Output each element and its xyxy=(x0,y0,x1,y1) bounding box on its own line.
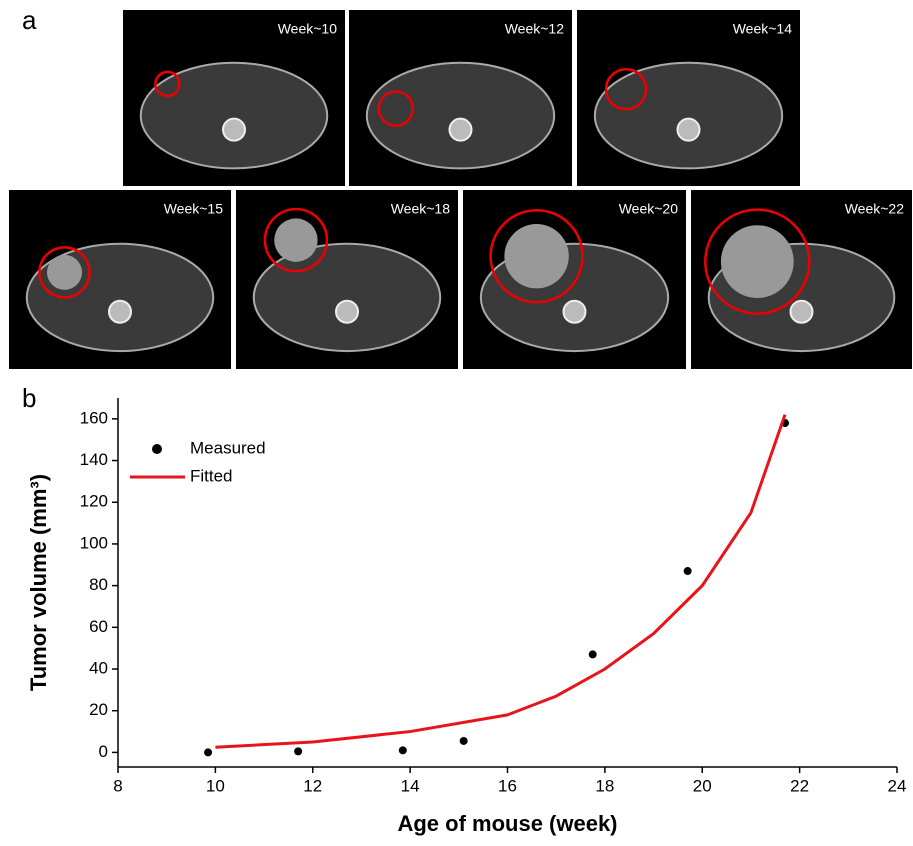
spine xyxy=(335,299,359,324)
tumor xyxy=(274,218,318,262)
tumor xyxy=(47,254,82,290)
tumor-marker xyxy=(154,70,181,98)
mri-image: Week~10 xyxy=(123,10,345,186)
tumor-marker xyxy=(704,208,811,315)
x-tick-label: 10 xyxy=(206,776,225,795)
week-label: Week~20 xyxy=(619,201,678,217)
legend-label: Fitted xyxy=(190,466,233,485)
spine xyxy=(562,299,587,324)
panel-label: a xyxy=(22,5,37,35)
week-label: Week~10 xyxy=(278,21,337,37)
x-tick-label: 14 xyxy=(401,776,420,795)
y-tick-label: 160 xyxy=(80,408,108,427)
y-axis-title: Tumor volume (mm³) xyxy=(26,474,51,691)
tumor xyxy=(720,225,794,298)
spine xyxy=(789,299,814,324)
tumor-marker xyxy=(604,67,648,111)
x-tick-label: 20 xyxy=(693,776,712,795)
tumor-marker xyxy=(377,90,415,127)
y-tick-label: 140 xyxy=(80,450,108,469)
y-tick-label: 120 xyxy=(80,492,108,511)
y-tick-label: 60 xyxy=(89,617,108,636)
tumor-marker xyxy=(263,207,329,273)
mouse-body xyxy=(139,61,329,170)
y-tick-label: 40 xyxy=(89,659,108,678)
x-tick-label: 18 xyxy=(595,776,614,795)
x-axis-title: Age of mouse (week) xyxy=(397,811,617,836)
data-point xyxy=(683,567,692,576)
y-tick-label: 100 xyxy=(80,533,108,552)
mri-image: Week~15 xyxy=(9,190,231,369)
spine xyxy=(676,117,701,142)
x-tick-label: 12 xyxy=(303,776,322,795)
mri-image: Week~22 xyxy=(691,190,912,369)
y-tick-label: 20 xyxy=(89,700,108,719)
spine xyxy=(108,299,132,324)
mouse-body xyxy=(593,61,784,170)
tumor-marker xyxy=(38,246,91,299)
x-tick-label: 16 xyxy=(498,776,517,795)
mouse-body xyxy=(365,61,556,170)
data-point xyxy=(459,736,468,745)
week-label: Week~18 xyxy=(391,201,450,217)
y-tick-label: 0 xyxy=(99,742,108,761)
x-tick-label: 22 xyxy=(790,776,809,795)
week-label: Week~22 xyxy=(845,201,904,217)
spine xyxy=(448,117,473,142)
x-tick-label: 8 xyxy=(113,776,122,795)
panel-label: b xyxy=(22,383,36,413)
mri-image: Week~14 xyxy=(577,10,800,186)
tumor xyxy=(504,224,569,289)
week-label: Week~14 xyxy=(733,21,792,37)
data-point xyxy=(294,747,303,756)
spine xyxy=(222,117,246,142)
data-point xyxy=(588,650,597,659)
mri-image: Week~18 xyxy=(236,190,458,369)
x-tick-label: 24 xyxy=(888,776,907,795)
week-label: Week~15 xyxy=(164,201,223,217)
week-label: Week~12 xyxy=(505,21,564,37)
mri-image: Week~20 xyxy=(463,190,686,369)
legend-label: Measured xyxy=(190,438,266,457)
data-point xyxy=(204,748,213,757)
legend-marker xyxy=(152,444,162,454)
mouse-body xyxy=(252,242,442,353)
data-point xyxy=(398,746,407,755)
y-tick-label: 80 xyxy=(89,575,108,594)
fitted-line xyxy=(215,414,787,749)
mri-image: Week~12 xyxy=(349,10,572,186)
tumor-marker xyxy=(489,208,584,304)
